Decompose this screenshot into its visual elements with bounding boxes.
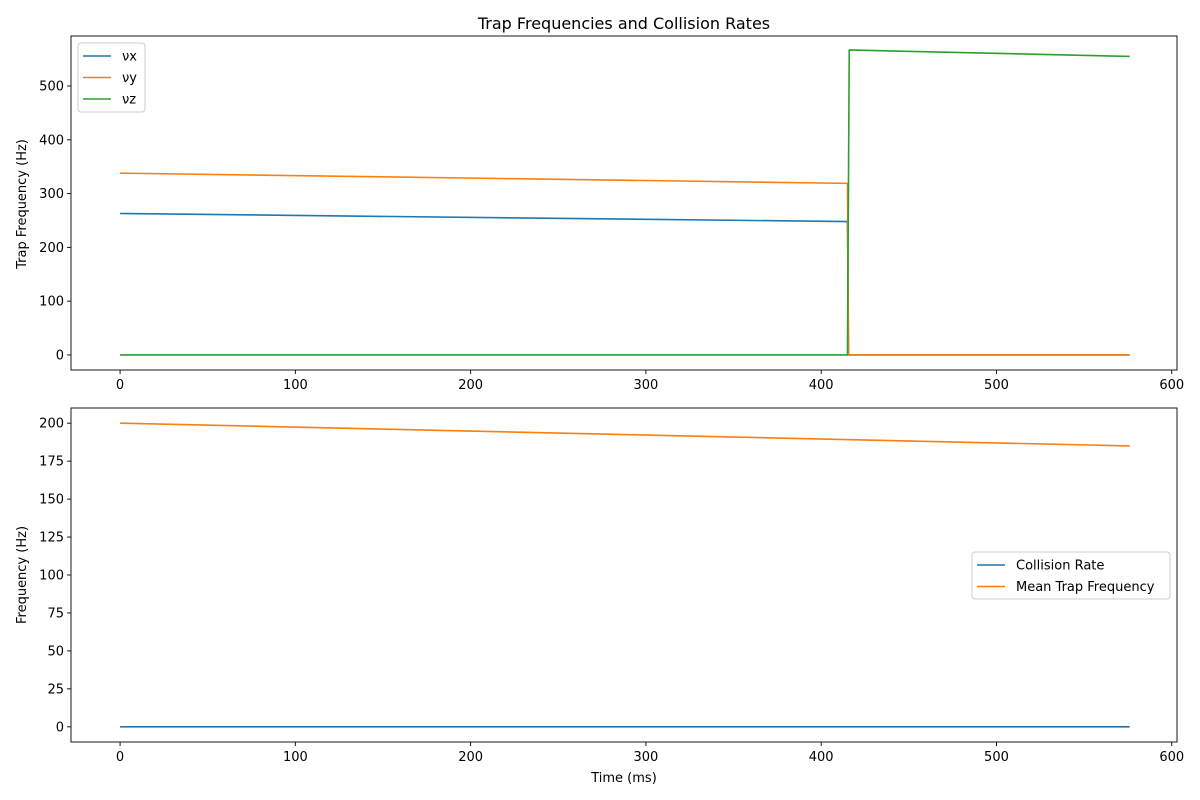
y-tick-label: 500 — [39, 80, 64, 95]
x-tick-label: 500 — [984, 750, 1009, 765]
x-tick-label: 300 — [633, 750, 658, 765]
y-tick-label: 0 — [56, 348, 64, 363]
x-tick-label: 200 — [458, 378, 483, 393]
y-tick-label: 100 — [39, 569, 64, 584]
x-tick-label: 100 — [283, 378, 308, 393]
plot-frame — [70, 35, 1178, 371]
bottom-plot-area: 0 100 200 300 400 500 600 0 25 50 75 100 125 150 175 20… — [39, 407, 1184, 765]
x-tick-label: 400 — [809, 750, 834, 765]
x-tick-label: 0 — [116, 378, 124, 393]
y-tick-label: 400 — [39, 133, 64, 148]
x-tick-label: 500 — [984, 378, 1009, 393]
y-tick-label: 75 — [47, 606, 64, 621]
x-tick-label: 300 — [633, 378, 658, 393]
x-tick-label: 0 — [116, 750, 124, 765]
x-tick-label: 400 — [809, 378, 834, 393]
y-tick-label: 200 — [39, 417, 64, 432]
legend-label: νy — [122, 71, 137, 86]
legend-box — [971, 551, 1171, 600]
legend-label: Mean Trap Frequency — [1016, 580, 1155, 595]
series-line-2 — [120, 422, 1130, 447]
y-tick-label: 175 — [39, 455, 64, 470]
legend-label: Collision Rate — [1016, 559, 1104, 574]
y-tick-label: 25 — [47, 682, 64, 697]
bottom-legend: Collision Rate Mean Trap Frequency — [971, 551, 1171, 600]
y-tick-label: 100 — [39, 295, 64, 310]
series-line-3 — [120, 49, 1130, 356]
legend-label: νx — [122, 50, 137, 65]
top-y-axis-title: Trap Frequency (Hz) — [15, 139, 30, 270]
y-tick-label: 0 — [56, 720, 64, 735]
x-tick-label: 600 — [1159, 378, 1184, 393]
y-tick-label: 50 — [47, 644, 64, 659]
y-tick-label: 150 — [39, 493, 64, 508]
x-tick-label: 200 — [458, 750, 483, 765]
x-tick-label: 100 — [283, 750, 308, 765]
y-tick-label: 125 — [39, 531, 64, 546]
x-tick-label: 600 — [1159, 750, 1184, 765]
legend-label: νz — [122, 93, 136, 108]
top-plot-area: 0 100 200 300 400 500 600 0 100 200 300 400 500 — [39, 35, 1184, 393]
top-legend: νx νy νz — [77, 42, 146, 113]
chart-title: Trap Frequencies and Collision Rates — [477, 14, 770, 33]
y-tick-label: 200 — [39, 241, 64, 256]
y-tick-label: 300 — [39, 187, 64, 202]
legend-box — [77, 42, 146, 113]
bottom-x-axis-title: Time (ms) — [590, 771, 657, 786]
bottom-y-axis-title: Frequency (Hz) — [15, 526, 30, 624]
